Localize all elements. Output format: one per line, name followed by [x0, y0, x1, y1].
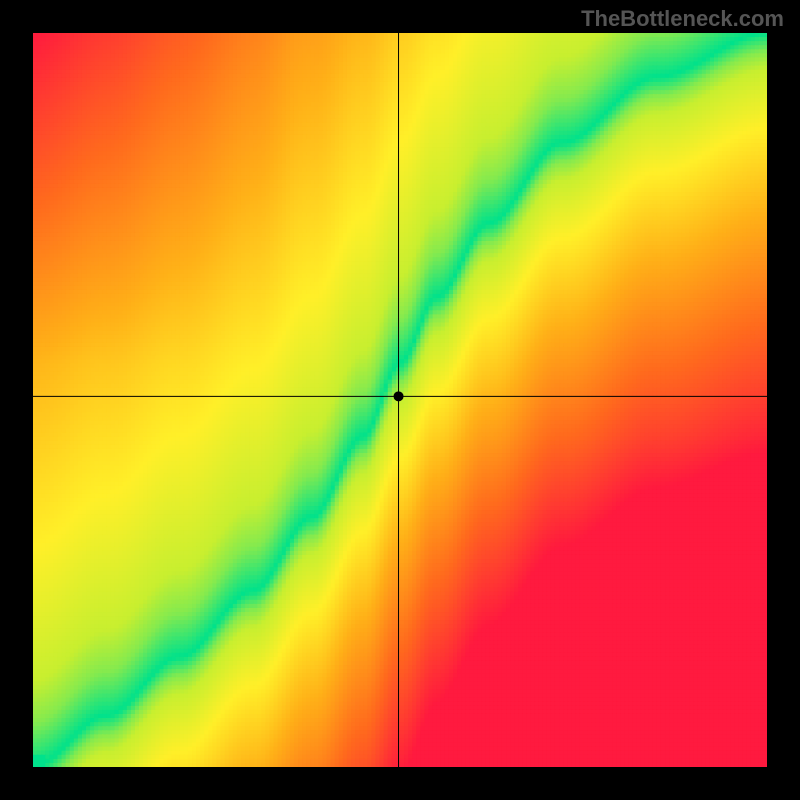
heatmap-canvas	[33, 33, 767, 767]
watermark-text: TheBottleneck.com	[581, 6, 784, 32]
chart-container: TheBottleneck.com	[0, 0, 800, 800]
